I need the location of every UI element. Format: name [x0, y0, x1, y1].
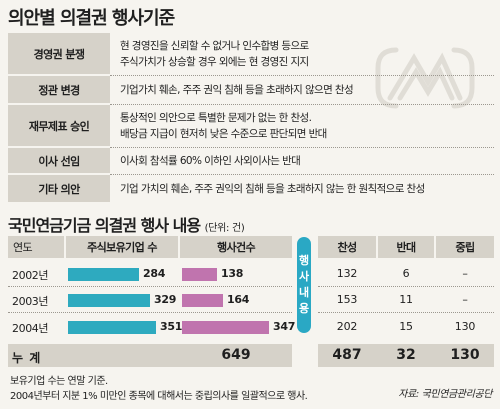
header-against: 반대: [378, 236, 434, 258]
exercised-value: 138: [221, 267, 244, 280]
criteria-line: 이사회 참석률 60% 이하인 사외이사는 반대: [120, 155, 301, 167]
divider: [8, 312, 292, 313]
total-abstain: 130: [450, 347, 480, 363]
criteria-text: 통상적인 의안으로 특별한 문제가 없는 한 찬성. 배당금 지급이 현저히 낮…: [110, 105, 494, 147]
divider: [110, 174, 494, 175]
criteria-row: 재무제표 승인 통상적인 의안으로 특별한 문제가 없는 한 찬성. 배당금 지…: [8, 105, 494, 147]
criteria-text: 현 경영진을 신뢰할 수 없거나 인수합병 등으로 주식가치가 상승할 경우 외…: [110, 33, 494, 75]
total-for: 487: [332, 347, 362, 363]
row-year: 2004년: [12, 322, 49, 335]
badge-char: 행: [298, 254, 310, 267]
total-label: 누 계: [12, 351, 42, 365]
source-credit: 자료: 국민연금관리공단: [398, 389, 492, 400]
criteria-label: 재무제표 승인: [8, 105, 110, 147]
total-against: 32: [396, 347, 416, 363]
badge-char: 용: [298, 302, 310, 315]
badge-char: 사: [298, 270, 310, 283]
divider: [110, 75, 494, 76]
section-title-text: 국민연금기금 의결권 행사 내용: [8, 216, 201, 235]
against-value: 6: [402, 267, 410, 280]
criteria-label: 경영권 분쟁: [8, 33, 110, 75]
criteria-row: 이사 선임 이사회 참석률 60% 이하인 사외이사는 반대: [8, 148, 494, 174]
page-title: 의안별 의결권 행사기준: [8, 8, 175, 29]
criteria-text: 기업 가치의 훼손, 주주 권익의 침해 등을 초래하지 않는 한 원칙적으로 …: [110, 175, 494, 203]
footnote: 보유기업 수는 연말 기준.: [10, 376, 108, 387]
against-value: 15: [399, 320, 413, 333]
criteria-label: 기타 의안: [8, 175, 110, 203]
criteria-text: 기업가치 훼손, 주주 권익 침해 등을 초래하지 않으면 찬성: [110, 76, 494, 104]
header-exercised: 행사건수: [180, 236, 292, 258]
criteria-line: 현 경영진을 신뢰할 수 없거나 인수합병 등으로: [120, 40, 309, 52]
divider: [318, 312, 494, 313]
exercised-bar: [182, 294, 223, 307]
footnote: 2004년부터 지분 1% 미만인 종목에 대해서는 중립의사를 일괄적으로 행…: [10, 391, 308, 402]
abstain-value: –: [462, 267, 468, 280]
criteria-line: 주식가치가 상승할 경우 외에는 현 경영진 지지: [120, 56, 309, 68]
total-row-bg: [8, 344, 292, 367]
abstain-value: 130: [454, 320, 476, 333]
holdings-bar: [68, 294, 150, 307]
section-title: 국민연금기금 의결권 행사 내용 (단위: 건): [8, 212, 245, 236]
criteria-line: 배당금 지급이 현저히 낮은 수준으로 판단되면 반대: [120, 128, 327, 140]
holdings-value: 284: [143, 267, 166, 280]
holdings-bar: [68, 268, 139, 281]
unit-label: (단위: 건): [204, 223, 245, 234]
criteria-row: 기타 의안 기업 가치의 훼손, 주주 권익의 침해 등을 초래하지 않는 한 …: [8, 175, 494, 203]
total-exercised: 649: [221, 347, 251, 363]
holdings-bar: [68, 321, 156, 334]
row-year: 2003년: [12, 295, 49, 308]
abstain-value: –: [462, 293, 468, 306]
criteria-row: 경영권 분쟁 현 경영진을 신뢰할 수 없거나 인수합병 등으로 주식가치가 상…: [8, 33, 494, 75]
for-value: 202: [336, 320, 358, 333]
header-year: 연도: [8, 236, 64, 258]
criteria-line: 기업 가치의 훼손, 주주 권익의 침해 등을 초래하지 않는 한 원칙적으로 …: [120, 183, 425, 195]
for-value: 132: [336, 267, 358, 280]
header-for: 찬성: [318, 236, 376, 258]
badge-char: 내: [298, 286, 310, 299]
exercised-value: 164: [227, 293, 250, 306]
divider: [8, 286, 292, 287]
against-value: 11: [399, 293, 413, 306]
exercised-bar: [182, 268, 217, 281]
exercise-details-badge: 행 사 내 용: [297, 237, 311, 333]
holdings-value: 329: [154, 293, 177, 306]
criteria-text: 이사회 참석률 60% 이하인 사외이사는 반대: [110, 148, 494, 174]
divider: [110, 104, 494, 105]
exercised-value: 347: [273, 320, 296, 333]
row-year: 2002년: [12, 269, 49, 282]
criteria-label: 이사 선임: [8, 148, 110, 174]
criteria-line: 통상적인 의안으로 특별한 문제가 없는 한 찬성.: [120, 112, 312, 124]
header-holdings: 주식보유기업 수: [66, 236, 178, 258]
total-row-bg: [318, 344, 494, 367]
header-abstain: 중립: [436, 236, 494, 258]
criteria-label: 정관 변경: [8, 76, 110, 104]
holdings-value: 351: [160, 320, 183, 333]
criteria-row: 정관 변경 기업가치 훼손, 주주 권익 침해 등을 초래하지 않으면 찬성: [8, 76, 494, 104]
criteria-line: 기업가치 훼손, 주주 권익 침해 등을 초래하지 않으면 찬성: [120, 84, 354, 96]
divider: [110, 147, 494, 148]
for-value: 153: [336, 293, 358, 306]
exercised-bar: [182, 321, 269, 334]
divider: [318, 286, 494, 287]
